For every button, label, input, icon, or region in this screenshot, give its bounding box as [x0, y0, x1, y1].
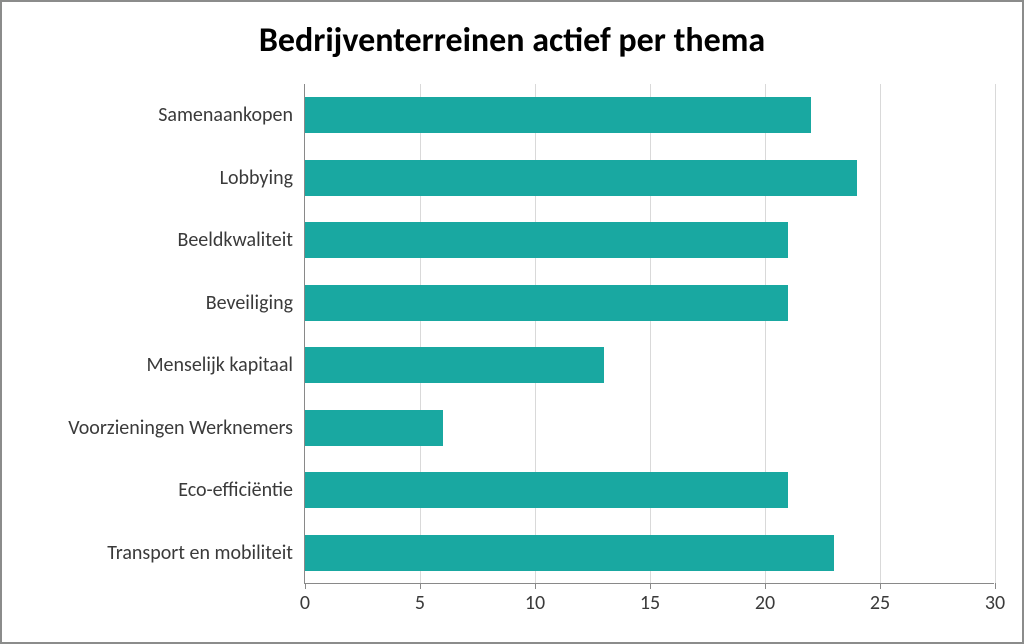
- bar: [305, 472, 788, 508]
- x-axis-label: 25: [870, 583, 890, 615]
- bar-row: Samenaankopen: [305, 97, 994, 133]
- y-axis-label: Beveiliging: [206, 291, 305, 315]
- x-axis-label: 30: [985, 583, 1005, 615]
- bar-row: Voorzieningen Werknemers: [305, 410, 994, 446]
- y-axis-label: Lobbying: [220, 166, 305, 190]
- y-axis-label: Voorzieningen Werknemers: [68, 416, 305, 440]
- chart-title: Bedrijventerreinen actief per thema: [2, 2, 1022, 61]
- x-axis-label: 15: [640, 583, 660, 615]
- y-axis-label: Beeldkwaliteit: [177, 228, 305, 252]
- bar-row: Eco-efficiëntie: [305, 472, 994, 508]
- y-axis-label: Menselijk kapitaal: [146, 353, 305, 377]
- bar: [305, 285, 788, 321]
- bar-row: Beveiliging: [305, 285, 994, 321]
- bar: [305, 347, 604, 383]
- x-axis-label: 20: [755, 583, 775, 615]
- bar: [305, 410, 443, 446]
- gridline: [995, 84, 996, 583]
- bar: [305, 97, 811, 133]
- bar-row: Menselijk kapitaal: [305, 347, 994, 383]
- plot-area-wrap: 051015202530SamenaankopenLobbyingBeeldkw…: [304, 84, 994, 584]
- bar-row: Lobbying: [305, 160, 994, 196]
- y-axis-label: Transport en mobiliteit: [107, 541, 305, 565]
- x-axis-label: 0: [300, 583, 310, 615]
- chart-frame: Bedrijventerreinen actief per thema 0 5 10…: [0, 0, 1024, 644]
- bar: [305, 160, 857, 196]
- bar: [305, 222, 788, 258]
- y-axis-label: Samenaankopen: [158, 103, 305, 127]
- y-axis-label: Eco-efficiëntie: [178, 478, 305, 502]
- x-axis-label: 10: [525, 583, 545, 615]
- x-axis-label: 5: [415, 583, 425, 615]
- plot-area: 051015202530SamenaankopenLobbyingBeeldkw…: [304, 84, 994, 584]
- bar-row: Transport en mobiliteit: [305, 535, 994, 571]
- bar: [305, 535, 834, 571]
- bar-row: Beeldkwaliteit: [305, 222, 994, 258]
